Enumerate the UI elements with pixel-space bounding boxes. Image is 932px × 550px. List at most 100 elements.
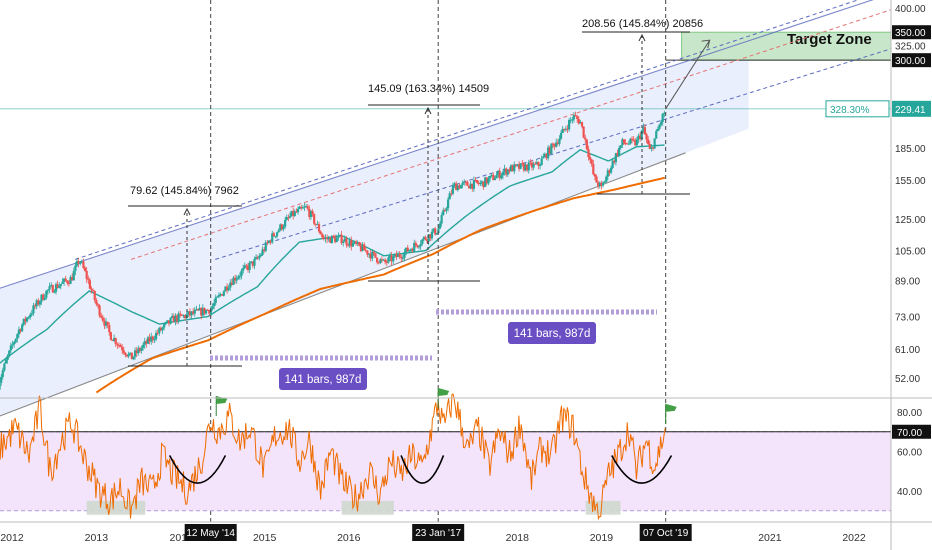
candle-body [380, 259, 384, 261]
candle-body [48, 286, 51, 290]
date-highlight-bg-3 [639, 524, 692, 541]
candle-body [580, 121, 584, 127]
candle-body [125, 354, 129, 357]
candle-body [116, 344, 119, 346]
price-badge [892, 100, 931, 117]
candle-body [234, 277, 237, 281]
candle-body [266, 242, 269, 244]
rsi-level-badge [892, 424, 931, 439]
candle-body [69, 277, 72, 284]
candle-body [130, 352, 133, 360]
candle-body [401, 257, 405, 259]
candle-body [466, 181, 469, 186]
candle-body [85, 270, 88, 279]
measure-arrow-head-2 [424, 106, 432, 115]
candle-body [605, 176, 608, 182]
candle-body [627, 143, 630, 145]
candle-body [653, 138, 656, 149]
candle-body [487, 178, 490, 184]
candle-body [284, 219, 287, 227]
candle-body [540, 158, 543, 166]
candle-body [8, 350, 11, 356]
candle-body [317, 224, 321, 232]
candle-body [225, 286, 229, 291]
candle-body [19, 329, 22, 332]
candle-body [592, 163, 595, 175]
channel-fill [0, 40, 749, 416]
candle-body [346, 244, 350, 246]
candle-body [498, 171, 501, 179]
channel-upper-line [0, 0, 874, 289]
candle-body [424, 237, 427, 240]
candle-body [396, 254, 400, 258]
candle-body [645, 134, 648, 140]
candle-body [508, 169, 511, 172]
candle-body [29, 314, 32, 318]
candle-body [59, 283, 62, 286]
candle-body [343, 238, 346, 242]
candle-body [113, 338, 116, 341]
candle-body [133, 350, 137, 357]
candle-body [327, 237, 330, 240]
candle-body [124, 352, 127, 355]
measure-arrow-head-3 [638, 33, 646, 42]
candle-body [72, 271, 75, 281]
candle-body [96, 304, 100, 306]
candle-body [92, 290, 95, 292]
candle-body [306, 206, 309, 209]
candle-body [640, 130, 643, 140]
rsi-line [0, 393, 666, 521]
candle-body [285, 217, 288, 220]
candle-body [217, 294, 221, 297]
candle-body [282, 226, 285, 230]
candle-body [216, 296, 219, 298]
candle-body [476, 180, 479, 183]
candle-body [382, 259, 385, 261]
candle-body [106, 321, 109, 326]
candle-body [54, 284, 58, 292]
candle-body [33, 305, 37, 307]
candle-body [484, 177, 487, 188]
candle-body [253, 258, 256, 266]
candle-body [408, 249, 411, 252]
candle-body [64, 278, 67, 281]
bar-range-label-2: 141 bars, 987d [514, 328, 591, 340]
candle-body [571, 119, 574, 121]
candle-body [277, 230, 280, 233]
candle-body [651, 147, 655, 149]
candle-body [413, 242, 416, 252]
candle-body [61, 281, 64, 284]
candle-body [584, 137, 587, 140]
price-tick-label: 73.00 [895, 312, 920, 323]
candle-body [32, 305, 35, 314]
candle-body [329, 237, 332, 243]
candle-body [445, 208, 448, 211]
candle-body [387, 257, 390, 263]
candle-body [405, 247, 408, 253]
price-highlight-bg-2 [892, 53, 931, 68]
candle-body [348, 240, 351, 246]
candle-body [558, 138, 561, 144]
candle-body [148, 337, 151, 342]
flag-icon [216, 395, 228, 404]
candle-body [200, 308, 203, 316]
price-tick-label: 155.00 [895, 176, 926, 187]
candle-body [505, 168, 508, 175]
candle-body [100, 315, 103, 318]
candle-body [180, 314, 183, 316]
price-tick-label: 185.00 [895, 144, 926, 155]
candle-body [514, 164, 517, 166]
date-highlight-label-1: 12 May '14 [186, 528, 235, 539]
candle-body [535, 162, 538, 164]
candle-body [616, 153, 619, 156]
candle-body [461, 182, 464, 185]
candle-body [643, 127, 647, 135]
candle-body [187, 311, 190, 315]
price-tick-label: 125.00 [895, 215, 926, 226]
candle-body [395, 253, 398, 258]
candle-body [221, 294, 224, 296]
candle-body [619, 145, 622, 149]
candle-body [519, 163, 522, 169]
candle-body [301, 207, 304, 209]
candle-body [469, 183, 472, 189]
